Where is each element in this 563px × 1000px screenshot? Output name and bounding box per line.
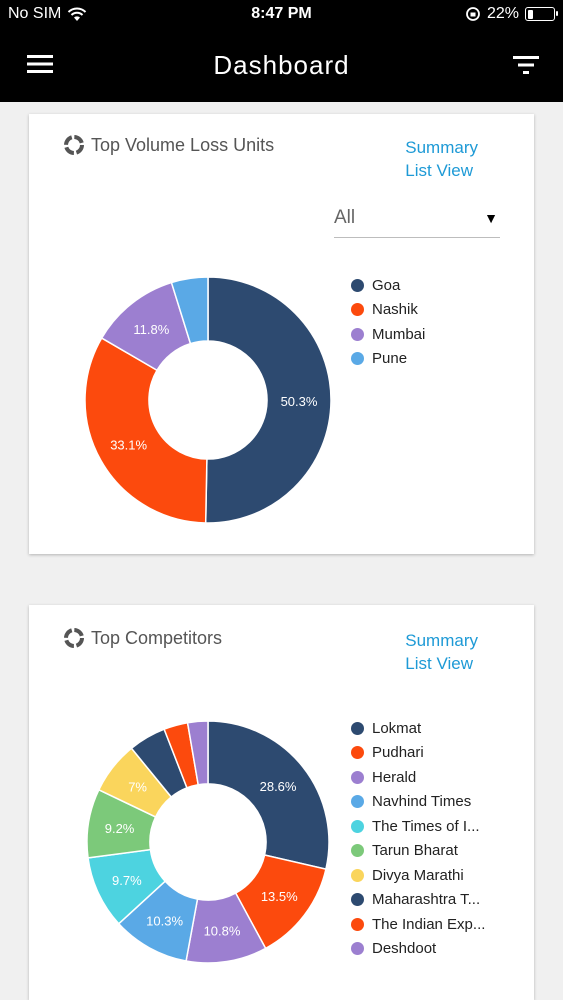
carrier-group: No SIM: [8, 5, 87, 23]
legend-label: Pudhari: [372, 744, 424, 762]
slice-label-nashik: 33.1%: [110, 438, 147, 453]
unit-filter-dropdown[interactable]: All ▼: [334, 204, 500, 238]
summary-list-view-link[interactable]: Summary List View: [405, 629, 478, 675]
status-bar: No SIM 8:47 PM 22%: [0, 0, 563, 28]
page-title: Dashboard: [213, 50, 350, 80]
legend-swatch: [351, 917, 364, 931]
competitors-card: Top Competitors Summary List View 28.6% 1…: [29, 605, 534, 1000]
volume-loss-donut-chart: 50.3% 33.1% 11.8%: [84, 276, 332, 524]
legend-label: The Times of I...: [372, 817, 480, 835]
slice-lokmat[interactable]: [207, 720, 330, 871]
slice-label-mumbai: 11.8%: [133, 322, 169, 337]
slice-pune[interactable]: [170, 276, 209, 345]
summary-link-line2: List View: [405, 161, 473, 180]
legend-item-divya-marathi[interactable]: Divya Marathi: [351, 863, 485, 888]
battery-icon: [525, 7, 558, 21]
summary-link-line1: Summary: [405, 138, 478, 157]
card-title-group: Top Volume Loss Units: [63, 134, 274, 156]
legend-label: Deshdoot: [372, 940, 437, 958]
card-title: Top Competitors: [91, 627, 223, 648]
volume-loss-legend: Goa Nashik Mumbai Pune: [351, 273, 425, 371]
legend-item-the-indian-exp[interactable]: The Indian Exp...: [351, 912, 485, 937]
dropdown-value: All: [334, 207, 356, 228]
legend-swatch: [351, 327, 364, 341]
legend-swatch: [351, 746, 364, 760]
legend-item-pune[interactable]: Pune: [351, 347, 425, 372]
legend-item-deshdoot[interactable]: Deshdoot: [351, 937, 485, 962]
slice-label-navhind-times: 10.3%: [146, 913, 183, 928]
slice-label-goa: 50.3%: [281, 394, 318, 409]
battery-fill: [527, 9, 533, 19]
slice-label-pudhari: 13.5%: [261, 889, 298, 904]
legend-label: Nashik: [372, 301, 418, 319]
slice-label-herald: 10.8%: [204, 923, 241, 938]
clock: 8:47 PM: [251, 5, 312, 22]
card-title-group: Top Competitors: [63, 627, 222, 649]
competitors-legend: Lokmat Pudhari Herald Navhind Times The Time…: [351, 716, 485, 961]
legend-item-goa[interactable]: Goa: [351, 273, 425, 298]
donut-chart-icon: [64, 628, 84, 648]
legend-label: Mumbai: [372, 325, 426, 343]
slice-label-tarun-bharat: 9.2%: [105, 821, 135, 836]
dropdown-arrow-icon: ▼: [484, 210, 498, 226]
legend-item-mumbai[interactable]: Mumbai: [351, 322, 425, 347]
legend-label: The Indian Exp...: [372, 915, 486, 933]
legend-swatch: [351, 303, 364, 317]
legend-item-herald[interactable]: Herald: [351, 765, 485, 790]
legend-item-tarun-bharat[interactable]: Tarun Bharat: [351, 839, 485, 864]
summary-link-line2: List View: [405, 654, 473, 673]
status-right-group: 22%: [465, 5, 558, 23]
legend-item-pudhari[interactable]: Pudhari: [351, 741, 485, 766]
legend-label: Tarun Bharat: [372, 842, 458, 860]
summary-link-line1: Summary: [405, 631, 478, 650]
slice-goa[interactable]: [204, 276, 332, 524]
slice-label-the-times-of-i: 9.7%: [112, 873, 142, 888]
legend-label: Lokmat: [372, 719, 422, 737]
legend-item-navhind-times[interactable]: Navhind Times: [351, 790, 485, 815]
legend-label: Goa: [372, 276, 401, 294]
legend-item-maharashtra-t[interactable]: Maharashtra T...: [351, 888, 485, 913]
wifi-icon: [68, 7, 87, 21]
legend-label: Pune: [372, 350, 408, 368]
filter-icon[interactable]: [513, 55, 539, 75]
hamburger-menu-icon[interactable]: [27, 54, 53, 74]
legend-swatch: [351, 721, 364, 735]
volume-loss-card: Top Volume Loss Units Summary List View …: [29, 114, 534, 554]
slice-label-divya-marathi: 7%: [128, 780, 147, 795]
legend-item-nashik[interactable]: Nashik: [351, 298, 425, 323]
legend-swatch: [351, 278, 364, 292]
legend-label: Maharashtra T...: [372, 891, 481, 909]
legend-item-lokmat[interactable]: Lokmat: [351, 716, 485, 741]
slice-deshdoot[interactable]: [186, 720, 209, 786]
battery-percent: 22%: [486, 5, 519, 22]
legend-label: Divya Marathi: [372, 866, 464, 884]
legend-swatch: [351, 942, 364, 956]
legend-swatch: [351, 868, 364, 882]
legend-swatch: [351, 352, 364, 366]
legend-item-the-times-of-i[interactable]: The Times of I...: [351, 814, 485, 839]
legend-swatch: [351, 819, 364, 833]
carrier-label: No SIM: [8, 5, 62, 22]
legend-swatch: [351, 770, 364, 784]
legend-swatch: [351, 795, 364, 809]
orientation-lock-icon: [466, 7, 480, 21]
slice-nashik[interactable]: [84, 337, 208, 524]
slice-label-lokmat: 28.6%: [260, 779, 297, 794]
legend-label: Herald: [372, 768, 417, 786]
app-bar: Dashboard: [0, 28, 563, 102]
legend-label: Navhind Times: [372, 793, 472, 811]
summary-list-view-link[interactable]: Summary List View: [405, 136, 478, 182]
donut-chart-icon: [64, 135, 84, 155]
competitors-donut-chart: 28.6% 13.5% 10.8% 10.3% 9.7% 9.2% 7%: [86, 720, 330, 964]
legend-swatch: [351, 893, 364, 907]
card-title: Top Volume Loss Units: [91, 134, 275, 155]
legend-swatch: [351, 844, 364, 858]
